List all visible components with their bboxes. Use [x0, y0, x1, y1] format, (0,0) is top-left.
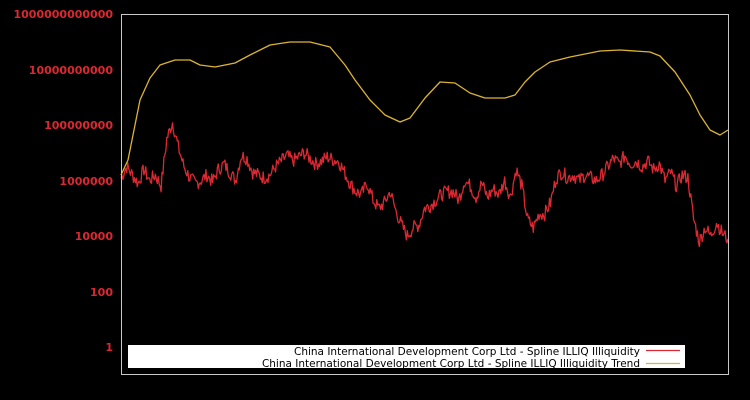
y-tick-label: 1 [105, 341, 113, 354]
y-tick-label: 100000000 [44, 119, 113, 132]
legend: China International Development Corp Ltd… [128, 345, 685, 370]
y-tick-label: 1000000000000 [14, 8, 114, 21]
illiquidity-trend-line [120, 41, 729, 176]
legend-label-trend: China International Development Corp Ltd… [262, 358, 640, 370]
y-axis-ticks: 1000000000000 10000000000 100000000 1000… [14, 8, 114, 354]
legend-box [128, 345, 685, 368]
plot-area-border [121, 14, 729, 375]
y-tick-label: 100 [90, 286, 113, 299]
legend-label-illiquidity: China International Development Corp Ltd… [294, 346, 640, 358]
y-tick-label: 10000000000 [29, 64, 114, 77]
y-tick-label: 1000000 [59, 175, 113, 188]
illiquidity-line [120, 122, 729, 248]
y-tick-label: 10000 [75, 230, 114, 243]
